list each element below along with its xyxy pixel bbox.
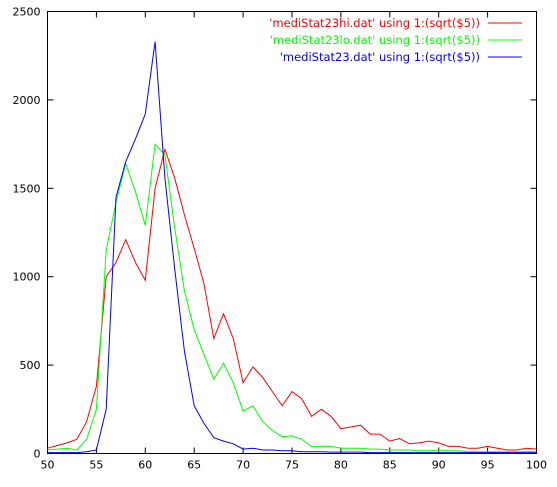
x-tick-label: 95: [481, 459, 495, 472]
legend-entry-label: 'mediStat23hi.dat' using 1:(sqrt($5)): [269, 16, 480, 30]
x-tick-label: 70: [236, 459, 250, 472]
legend: 'mediStat23hi.dat' using 1:(sqrt($5)) 'me…: [269, 16, 522, 64]
x-tick-label: 55: [89, 459, 103, 472]
y-tick-label: 2500: [13, 6, 41, 19]
y-tick-label: 1000: [13, 271, 41, 284]
series-line-2: [47, 142, 537, 453]
x-tick-label: 75: [285, 459, 299, 472]
x-tick-label: 100: [526, 459, 547, 472]
series-line-1: [47, 147, 537, 451]
x-tick-label: 50: [41, 459, 55, 472]
x-tick-label: 65: [187, 459, 201, 472]
series-line-3: [47, 41, 537, 454]
axis-tick-labels: 50 55 60 65 70 75 80 85 90 95 10005001000150020002…: [13, 6, 548, 472]
y-tick-label: 2000: [13, 94, 41, 107]
x-tick-label: 85: [383, 459, 397, 472]
x-tick-label: 90: [432, 459, 446, 472]
x-tick-label: 60: [138, 459, 152, 472]
plot-frame: [47, 11, 537, 454]
y-tick-label: 500: [20, 359, 41, 372]
y-tick-label: 1500: [13, 182, 41, 195]
x-tick-label: 80: [334, 459, 348, 472]
y-tick-label: 0: [34, 448, 41, 461]
series-lines: [47, 41, 537, 454]
axis-ticks: [47, 11, 537, 454]
legend-entry-label: 'mediStat23.dat' using 1:(sqrt($5)): [280, 50, 480, 64]
legend-entry-label: 'mediStat23lo.dat' using 1:(sqrt($5)): [270, 33, 480, 47]
